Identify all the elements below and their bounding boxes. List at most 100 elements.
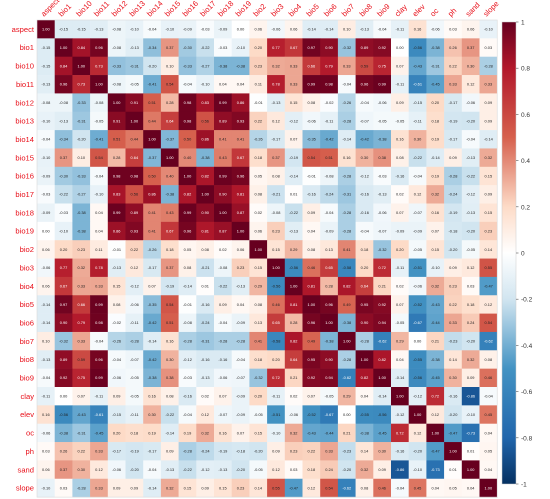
cell-value-label: -0.11 — [396, 82, 405, 87]
heatmap-cell — [143, 258, 162, 278]
heatmap-cell — [249, 442, 268, 461]
heatmap-cell — [178, 295, 197, 314]
cell-value-label: 0.37 — [467, 45, 475, 50]
heatmap-cell — [461, 276, 480, 296]
heatmap-cell — [231, 442, 250, 461]
heatmap-cell — [214, 313, 232, 333]
heatmap-cell — [125, 368, 144, 388]
cell-value-label: 0.15 — [290, 100, 298, 105]
cell-value-label: 0.30 — [467, 63, 475, 68]
cell-value-label: -0.34 — [148, 45, 158, 50]
cell-value-label: -0.03 — [41, 192, 50, 197]
heatmap-cell — [479, 387, 498, 406]
cell-value-label: 0.72 — [396, 430, 404, 435]
cell-value-label: -0.14 — [325, 27, 335, 32]
cell-value-label: 0.23 — [449, 283, 457, 288]
heatmap-cell — [479, 350, 498, 369]
cell-value-label: -0.09 — [236, 412, 245, 417]
heatmap-cell — [444, 20, 463, 39]
cell-value-label: -0.28 — [342, 210, 351, 215]
heatmap-cell — [461, 240, 480, 259]
cell-value-label: 0.12 — [95, 467, 103, 472]
cell-value-label: 0.64 — [290, 357, 298, 362]
heatmap-cell — [373, 75, 392, 94]
cell-value-label: 0.95 — [308, 357, 316, 362]
heatmap-cell — [54, 93, 73, 113]
cell-value-label: 0.54 — [166, 302, 174, 307]
cell-value-label: 0.00 — [343, 412, 351, 417]
heatmap-cell — [373, 203, 392, 223]
column-label: clay — [393, 2, 409, 18]
cell-value-label: 0.21 — [378, 283, 386, 288]
cell-value-label: -0.14 — [41, 320, 51, 325]
heatmap-cell — [37, 331, 55, 351]
legend-tick-label: -1 — [521, 482, 527, 489]
row-label: clay — [20, 392, 34, 401]
cell-value-label: -0.13 — [41, 357, 50, 362]
heatmap-cell — [320, 460, 339, 480]
cell-value-label: -0.10 — [59, 228, 69, 233]
cell-value-label: 0.04 — [467, 485, 475, 490]
cell-value-label: 0.46 — [485, 375, 493, 380]
cell-value-label: -0.07 — [236, 375, 245, 380]
heatmap-cell — [54, 56, 73, 76]
cell-value-label: 0.98 — [325, 82, 333, 87]
heatmap-cell — [267, 93, 286, 113]
cell-value-label: -0.08 — [272, 210, 281, 215]
cell-value-label: 0.54 — [166, 82, 174, 87]
heatmap-cell — [90, 20, 109, 39]
heatmap-cell — [54, 221, 73, 241]
cell-value-label: -0.47 — [289, 485, 298, 490]
heatmap-cell — [125, 423, 144, 443]
heatmap-cell — [54, 111, 73, 131]
cell-value-label: -0.20 — [449, 412, 459, 417]
cell-value-label: -0.10 — [236, 45, 246, 50]
cell-value-label: -0.08 — [112, 27, 121, 32]
heatmap-cell — [90, 240, 109, 259]
heatmap-cell — [337, 203, 356, 223]
legend-tick-label: 0.6 — [521, 112, 530, 119]
heatmap-cell — [90, 130, 109, 149]
cell-value-label: 0.10 — [166, 63, 174, 68]
cell-value-label: 0.83 — [113, 192, 121, 197]
cell-value-label: -0.24 — [449, 192, 459, 197]
heatmap-cell — [426, 478, 445, 498]
heatmap-cell — [267, 130, 286, 149]
heatmap-cell — [72, 313, 91, 333]
heatmap-cell — [196, 350, 215, 369]
heatmap-cell — [214, 405, 232, 424]
cell-value-label: 0.30 — [148, 412, 156, 417]
heatmap-cell — [249, 240, 268, 259]
heatmap-cell — [143, 423, 162, 443]
cell-value-label: -0.19 — [130, 449, 139, 454]
cell-value-label: 0.08 — [184, 265, 192, 270]
cell-value-label: -0.12 — [289, 118, 298, 123]
heatmap-cell — [214, 75, 232, 94]
cell-value-label: 0.21 — [290, 375, 298, 380]
cell-value-label: 0.06 — [42, 247, 50, 252]
heatmap-cell — [320, 331, 339, 351]
heatmap-cell — [143, 405, 162, 424]
heatmap-cell — [391, 38, 409, 57]
cell-value-label: 0.12 — [201, 412, 209, 417]
cell-value-label: 0.33 — [449, 82, 457, 87]
cell-value-label: 0.18 — [254, 155, 262, 160]
cell-value-label: 0.51 — [166, 320, 174, 325]
cell-value-label: -0.20 — [130, 467, 140, 472]
cell-value-label: 0.43 — [166, 210, 174, 215]
cell-value-label: 0.08 — [254, 302, 262, 307]
heatmap-cell — [143, 75, 162, 94]
heatmap-cell — [267, 38, 286, 57]
heatmap-cell — [196, 148, 215, 168]
heatmap-cell — [444, 56, 463, 76]
heatmap-cell — [444, 240, 463, 259]
heatmap-cell — [54, 38, 73, 57]
heatmap-cell — [444, 38, 463, 57]
cell-value-label: -0.13 — [59, 118, 68, 123]
heatmap-cell — [231, 20, 250, 39]
heatmap-cell — [72, 148, 91, 168]
cell-value-label: -0.17 — [148, 265, 157, 270]
cell-value-label: 0.09 — [219, 302, 227, 307]
cell-value-label: -0.13 — [289, 228, 298, 233]
cell-value-label: 0.56 — [131, 192, 139, 197]
